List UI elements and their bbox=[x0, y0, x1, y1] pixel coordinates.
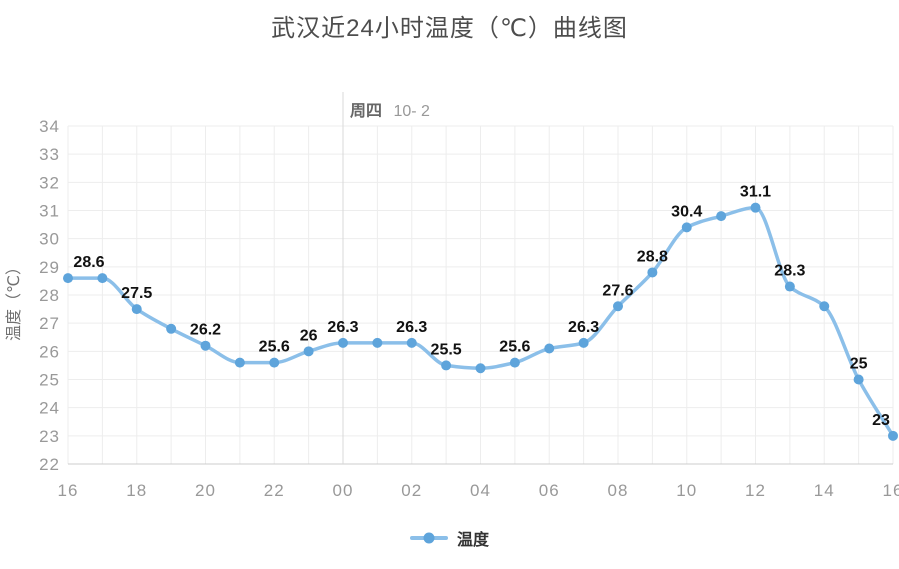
x-tick-label: 08 bbox=[608, 481, 629, 500]
day-annotation-date: 10- 2 bbox=[393, 103, 430, 120]
y-tick-label: 27 bbox=[39, 314, 60, 333]
data-point-marker[interactable] bbox=[372, 337, 383, 348]
x-tick-label: 22 bbox=[264, 481, 285, 500]
x-tick-label: 16 bbox=[883, 481, 899, 500]
data-point-marker[interactable] bbox=[303, 346, 314, 357]
data-point-label: 25.6 bbox=[499, 339, 530, 356]
data-point-marker[interactable] bbox=[63, 273, 73, 284]
data-point-label: 28.6 bbox=[73, 254, 104, 271]
data-point-marker[interactable] bbox=[406, 337, 417, 348]
data-point-marker[interactable] bbox=[578, 337, 589, 348]
x-tick-label: 04 bbox=[470, 481, 491, 500]
y-tick-label: 28 bbox=[39, 286, 60, 305]
data-point-label: 26.3 bbox=[568, 319, 599, 336]
y-tick-label: 32 bbox=[39, 173, 60, 192]
data-point-label: 26 bbox=[300, 327, 318, 344]
data-point-marker[interactable] bbox=[716, 211, 727, 222]
legend-item-temperature[interactable]: 温度 bbox=[0, 526, 899, 550]
data-point-marker[interactable] bbox=[475, 363, 486, 374]
y-tick-label: 34 bbox=[39, 117, 60, 136]
data-point-label: 27.5 bbox=[121, 285, 152, 302]
x-tick-label: 18 bbox=[126, 481, 147, 500]
x-tick-label: 10 bbox=[676, 481, 697, 500]
data-point-label: 25.6 bbox=[259, 339, 290, 356]
x-tick-label: 20 bbox=[195, 481, 216, 500]
x-tick-label: 02 bbox=[401, 481, 422, 500]
data-point-label: 28.8 bbox=[637, 248, 668, 265]
x-tick-label: 00 bbox=[333, 481, 354, 500]
x-tick-label: 16 bbox=[58, 481, 79, 500]
data-point-label: 30.4 bbox=[671, 203, 702, 220]
data-point-label: 28.3 bbox=[774, 263, 805, 280]
day-annotation-weekday: 周四 bbox=[350, 102, 382, 120]
series-layer bbox=[63, 202, 898, 441]
data-point-marker[interactable] bbox=[681, 222, 692, 233]
data-point-marker[interactable] bbox=[166, 323, 177, 334]
y-tick-label: 30 bbox=[39, 230, 60, 249]
chart-title: 武汉近24小时温度（℃）曲线图 bbox=[271, 15, 628, 42]
y-tick-label: 29 bbox=[39, 258, 60, 277]
data-point-label: 26.2 bbox=[190, 322, 221, 339]
data-point-marker[interactable] bbox=[97, 273, 108, 284]
data-point-marker[interactable] bbox=[853, 374, 864, 385]
legend-label: 温度 bbox=[456, 532, 489, 549]
data-point-marker[interactable] bbox=[131, 304, 142, 315]
y-tick-label: 25 bbox=[39, 371, 60, 390]
x-tick-label: 06 bbox=[539, 481, 560, 500]
y-tick-label: 23 bbox=[39, 427, 60, 446]
data-point-label: 23 bbox=[872, 412, 890, 429]
axis-layer: 22 23 24 25 26 27 28 29 30 31 32 33 34 16 18 20 22 00 02 04… bbox=[39, 92, 899, 500]
legend-line-marker bbox=[409, 532, 448, 544]
y-axis-title: 温度（℃） bbox=[5, 259, 23, 341]
data-point-label: 25 bbox=[850, 356, 868, 373]
y-tick-label: 22 bbox=[39, 455, 60, 474]
data-point-label: 27.6 bbox=[602, 282, 633, 299]
data-point-marker[interactable] bbox=[234, 357, 245, 368]
grid-layer bbox=[67, 125, 894, 465]
data-point-label: 25.5 bbox=[431, 341, 462, 358]
y-tick-label: 24 bbox=[39, 399, 60, 418]
x-tick-label: 12 bbox=[745, 481, 766, 500]
data-point-marker[interactable] bbox=[441, 360, 452, 371]
y-tick-label: 31 bbox=[39, 202, 60, 221]
data-label-layer: 28.627.526.225.626 26.3 26.325.5 25.626.327… bbox=[73, 184, 890, 429]
data-point-label: 26.3 bbox=[396, 319, 427, 336]
data-point-marker[interactable] bbox=[647, 267, 658, 278]
y-tick-label: 26 bbox=[39, 342, 60, 361]
data-point-marker[interactable] bbox=[269, 357, 280, 368]
data-point-marker[interactable] bbox=[819, 301, 830, 312]
data-point-marker[interactable] bbox=[888, 430, 898, 441]
x-tick-label: 14 bbox=[814, 481, 835, 500]
legend-dot-icon bbox=[423, 532, 435, 544]
data-point-label: 31.1 bbox=[740, 184, 771, 201]
y-tick-label: 33 bbox=[39, 145, 60, 164]
data-point-label: 26.3 bbox=[327, 319, 358, 336]
data-point-marker[interactable] bbox=[509, 357, 520, 368]
day-annotation: 周四 10- 2 bbox=[350, 102, 430, 120]
data-point-marker[interactable] bbox=[544, 343, 555, 354]
data-point-marker[interactable] bbox=[338, 337, 348, 348]
data-point-marker[interactable] bbox=[784, 281, 795, 292]
data-point-marker[interactable] bbox=[200, 340, 211, 351]
data-point-marker[interactable] bbox=[613, 301, 623, 312]
data-point-marker[interactable] bbox=[750, 202, 761, 213]
